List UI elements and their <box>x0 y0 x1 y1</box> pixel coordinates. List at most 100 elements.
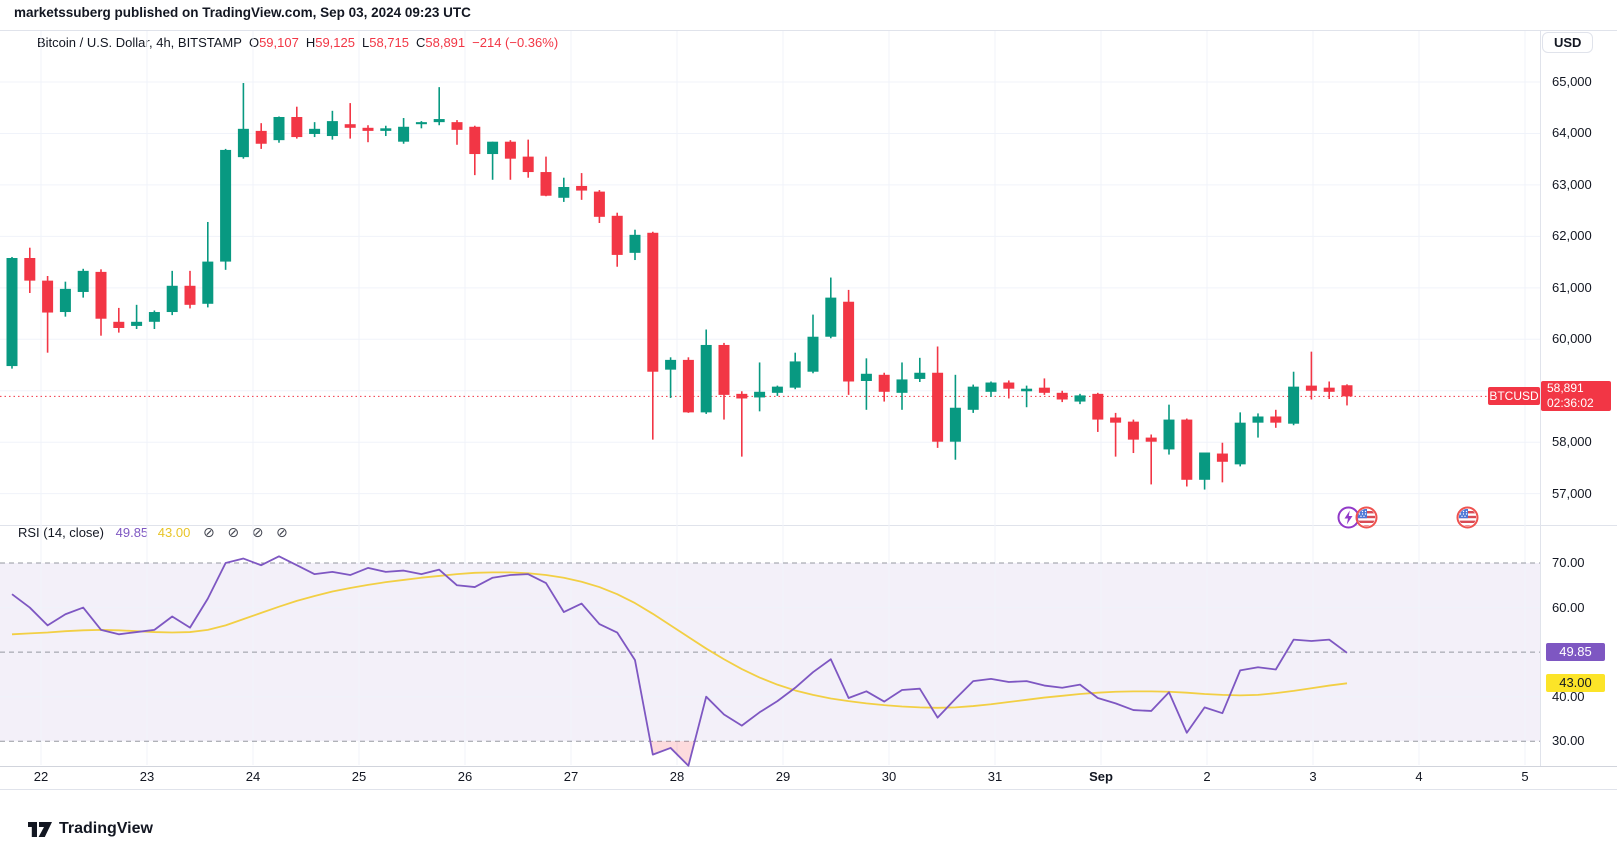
time-axis-label: 30 <box>881 769 897 784</box>
candle-body <box>291 116 303 138</box>
candle-body <box>754 391 766 398</box>
candle-body <box>433 119 445 123</box>
price-axis-label: 62,000 <box>1552 228 1592 244</box>
candle-body <box>166 285 178 313</box>
candle-body <box>682 359 694 413</box>
rsi-ma-value-tag: 43.00 <box>1546 674 1605 692</box>
hline-hidden-icon[interactable]: ⊘ <box>276 524 288 540</box>
tradingview-logo[interactable]: TradingView <box>28 820 153 838</box>
symbol-price-flag: BTCUSD <box>1488 387 1540 405</box>
change-value: −214 (−0.36%) <box>472 35 559 50</box>
price-axis-label: 60,000 <box>1552 331 1592 347</box>
hline-hidden-icon[interactable]: ⊘ <box>227 524 240 540</box>
time-axis-label: 2 <box>1203 769 1211 784</box>
candle-body <box>611 215 623 255</box>
candle-body <box>700 344 712 413</box>
open-value: 59,107 <box>259 35 299 50</box>
candle-body <box>59 288 71 313</box>
candle-body <box>131 321 143 326</box>
pane-separator[interactable] <box>0 525 1617 526</box>
candle-body <box>1323 387 1335 392</box>
candle-body <box>1145 437 1157 442</box>
price-axis-label: 58,000 <box>1552 434 1592 450</box>
chart-canvas[interactable] <box>0 0 1540 790</box>
time-axis-label: 31 <box>987 769 1003 784</box>
close-value: 58,891 <box>425 35 466 50</box>
candle-body <box>24 257 36 281</box>
candle-body <box>1074 395 1086 402</box>
price-axis-label: 57,000 <box>1552 485 1592 501</box>
candle-body <box>860 373 872 381</box>
rsi-line <box>11 555 1348 767</box>
rsi-band-background <box>0 563 1540 742</box>
candle-body <box>1199 452 1211 480</box>
rsi-value-tag: 49.85 <box>1546 643 1605 661</box>
candle-body <box>362 127 374 131</box>
candle-body <box>1021 388 1033 392</box>
symbol-title: Bitcoin / U.S. Dollar, 4h, BITSTAMP <box>37 35 242 50</box>
open-label: O <box>248 35 260 50</box>
candle-body <box>665 359 677 370</box>
candle-body <box>1341 385 1353 397</box>
candle-body <box>949 407 961 442</box>
candle-body <box>1163 419 1175 450</box>
candle-body <box>1003 382 1015 389</box>
candle-body <box>576 185 588 191</box>
time-axis-label: 25 <box>351 769 367 784</box>
rsi-ma-line <box>11 571 1348 709</box>
price-axis-label: 61,000 <box>1552 279 1592 295</box>
rsi-axis-label: 40.00 <box>1552 688 1585 704</box>
candle-body <box>148 312 160 322</box>
tradingview-logo-text: TradingView <box>59 820 153 837</box>
rsi-params: (14, close) <box>43 525 104 540</box>
candle-body <box>1181 419 1193 480</box>
candle-body <box>558 186 570 198</box>
candle-body <box>736 393 748 399</box>
candle-body <box>1288 386 1300 424</box>
hline-hidden-icon[interactable]: ⊘ <box>202 524 215 540</box>
close-label: C <box>415 35 426 50</box>
candle-body <box>647 232 659 372</box>
candle-body <box>932 372 944 442</box>
candle-body <box>451 122 463 130</box>
hline-hidden-icon[interactable]: ⊘ <box>251 524 264 540</box>
candle-body <box>309 128 321 134</box>
time-axis-label: 23 <box>139 769 155 784</box>
candle-body <box>255 130 267 144</box>
candle-body <box>273 116 285 141</box>
candle-body <box>184 285 196 305</box>
candle-body <box>487 141 499 155</box>
us-flag-event-icon[interactable] <box>1456 506 1479 529</box>
candle-body <box>1252 416 1264 423</box>
card-top-border <box>0 30 1617 31</box>
candle-body <box>1305 385 1317 391</box>
time-axis-label: 29 <box>775 769 791 784</box>
currency-usd-button[interactable]: USD <box>1542 32 1594 53</box>
price-axis-label: 64,000 <box>1552 125 1592 141</box>
rsi-oversold-fill <box>650 741 695 766</box>
candle-body <box>843 301 855 382</box>
candle-body <box>878 374 890 392</box>
tradingview-logo-icon <box>28 821 52 837</box>
us-flag-event-icon[interactable] <box>1355 506 1378 529</box>
rsi-axis-label: 60.00 <box>1552 599 1585 615</box>
price-axis-label: 65,000 <box>1552 74 1592 89</box>
candle-body <box>789 361 801 388</box>
low-label: L <box>361 35 370 50</box>
candle-body <box>326 121 338 137</box>
time-axis-label: 4 <box>1415 769 1423 784</box>
candle-body <box>77 270 89 292</box>
rsi-title: RSI <box>18 525 40 540</box>
candle-body <box>220 149 232 262</box>
candle-body <box>398 126 410 142</box>
candle-body <box>1234 422 1246 465</box>
candle-body <box>1216 453 1228 462</box>
candle-body <box>985 382 997 392</box>
candle-body <box>415 122 427 125</box>
rsi-legend[interactable]: RSI (14, close) 49.85 43.00 ⊘ ⊘ ⊘ ⊘ <box>18 524 288 541</box>
candle-body <box>1127 421 1139 440</box>
rsi-axis-label: 70.00 <box>1552 555 1585 570</box>
candle-body <box>914 372 926 379</box>
symbol-legend[interactable]: Bitcoin / U.S. Dollar, 4h, BITSTAMP O59,1… <box>37 35 558 50</box>
